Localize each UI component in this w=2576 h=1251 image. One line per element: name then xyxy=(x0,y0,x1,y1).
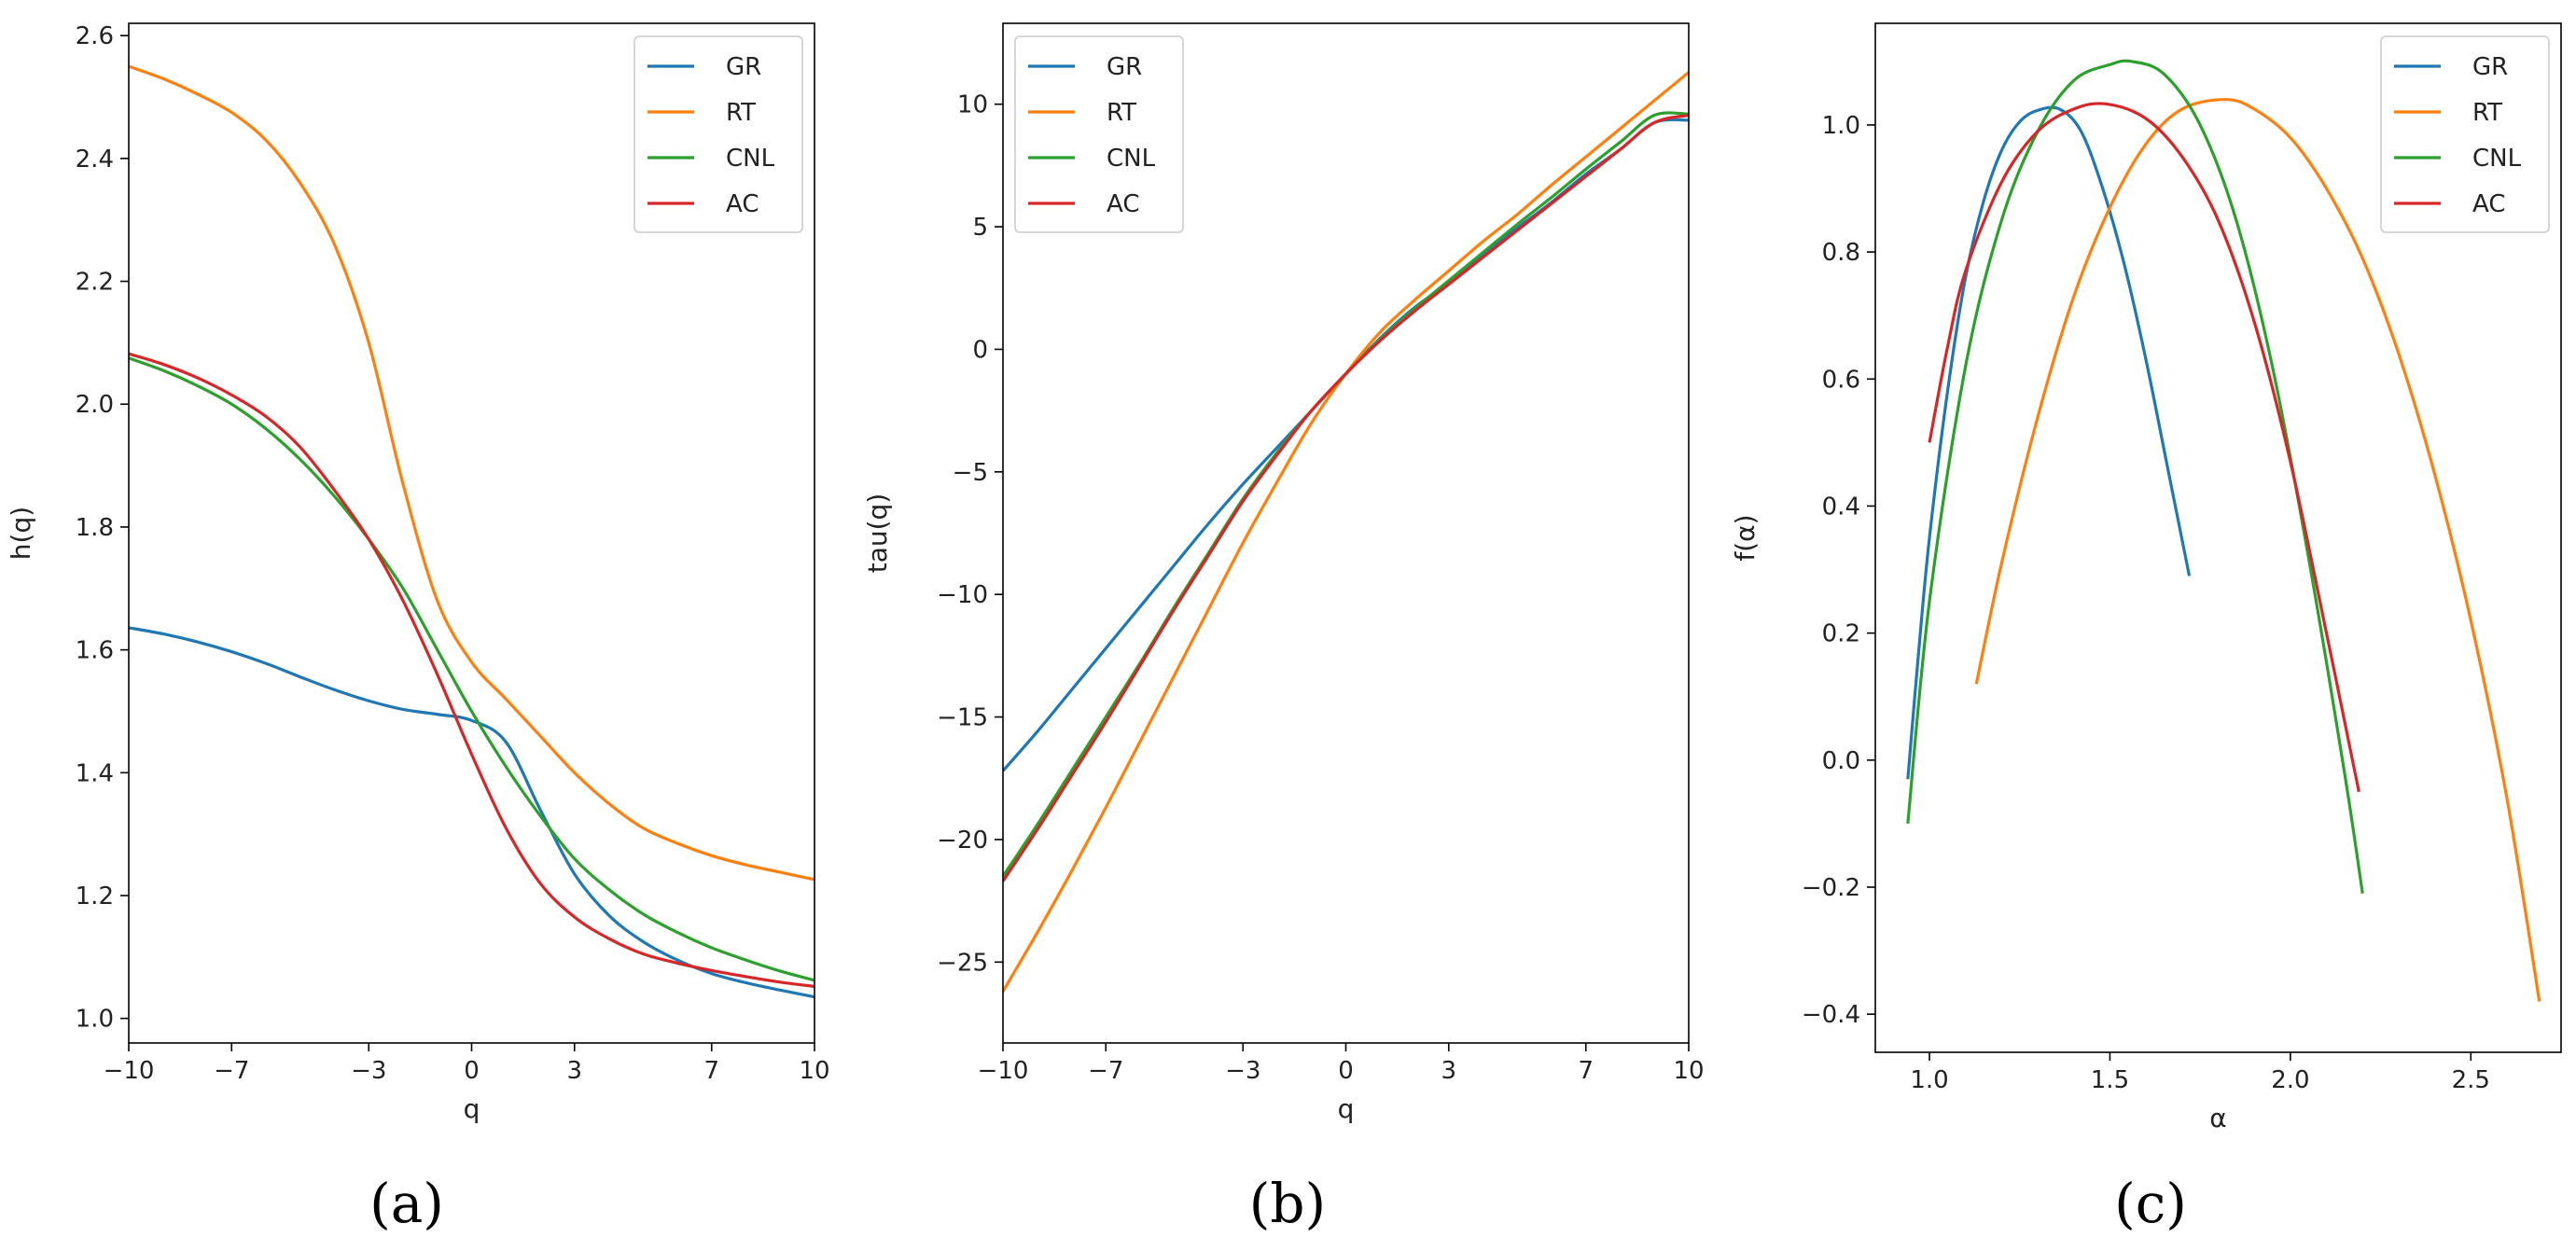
legend-label-gr: GR xyxy=(1107,53,1142,81)
y-tick-label: 0 xyxy=(972,336,988,364)
x-axis-label: q xyxy=(464,1093,480,1124)
panel-label: (a) xyxy=(369,1172,444,1235)
legend-label-rt: RT xyxy=(2472,99,2502,127)
series-line-rt xyxy=(1974,98,2541,1002)
panel-label: (b) xyxy=(1249,1172,1326,1235)
x-tick-label: 1.0 xyxy=(1910,1066,1948,1094)
legend-label-ac: AC xyxy=(726,190,759,218)
legend: GR RT CNL AC xyxy=(2380,35,2550,233)
legend-box xyxy=(634,35,803,233)
y-tick-label: 2.4 xyxy=(76,146,114,174)
x-axis-label: q xyxy=(1338,1093,1355,1124)
series-line-rt xyxy=(129,64,815,882)
x-tick-label: 2.0 xyxy=(2271,1066,2309,1094)
legend-label-gr: GR xyxy=(726,53,761,81)
x-tick-label: 3 xyxy=(1441,1057,1456,1085)
legend: GR RT CNL AC xyxy=(1014,35,1184,233)
x-tick-label: −3 xyxy=(351,1057,386,1085)
series-line-ac xyxy=(1003,113,1689,883)
y-tick-label: 2.0 xyxy=(76,391,114,419)
series-line-cnl xyxy=(1906,59,2364,895)
x-tick-label: 2.5 xyxy=(2452,1066,2490,1094)
legend-label-gr: GR xyxy=(2472,53,2508,81)
panel-label: (c) xyxy=(2114,1172,2187,1235)
x-axis-label: α xyxy=(2209,1103,2226,1133)
x-tick-label: 3 xyxy=(566,1057,582,1085)
series-line-rt xyxy=(1003,71,1689,993)
y-tick-label: 0.0 xyxy=(1822,747,1860,775)
axes-frame xyxy=(1874,22,2562,1053)
y-tick-label: 1.6 xyxy=(76,637,114,665)
y-axis-label: tau(q) xyxy=(862,493,893,574)
y-tick-label: 1.8 xyxy=(76,514,114,542)
x-tick-label: 7 xyxy=(1578,1057,1594,1085)
x-tick-label: 0 xyxy=(464,1057,480,1085)
chart-panel-1: −10 −7 −3 0 3 7 10 1.0 1.2 1.4 1.6 1.8 2.0 2.2 2.4 2.6 q… xyxy=(6,22,830,1235)
series-line-gr xyxy=(129,626,815,999)
y-tick-label: −0.2 xyxy=(1802,874,1860,902)
y-tick-label: 0.6 xyxy=(1822,366,1860,394)
y-tick-label: −15 xyxy=(937,704,988,732)
y-tick-label: 0.2 xyxy=(1822,620,1860,648)
y-tick-label: −0.4 xyxy=(1802,1001,1860,1029)
y-tick-label: −10 xyxy=(937,581,988,609)
x-tick-label: 1.5 xyxy=(2091,1066,2129,1094)
series-line-gr xyxy=(1906,105,2192,780)
y-axis-label: f(α) xyxy=(1730,514,1761,561)
y-axis-label: h(q) xyxy=(6,507,36,560)
x-tick-label: −10 xyxy=(104,1057,155,1085)
y-tick-label: 1.0 xyxy=(76,1006,114,1034)
y-tick-label: −25 xyxy=(937,949,988,977)
x-tick-label: −7 xyxy=(1088,1057,1123,1085)
y-tick-label: 2.2 xyxy=(76,269,114,297)
y-tick-label: 1.2 xyxy=(76,883,114,910)
series-line-ac xyxy=(1928,102,2360,793)
legend-box xyxy=(1014,35,1184,233)
legend-label-ac: AC xyxy=(1107,190,1139,218)
legend-label-rt: RT xyxy=(726,99,756,127)
y-tick-label: 1.4 xyxy=(76,759,114,787)
y-tick-label: −20 xyxy=(937,827,988,855)
x-tick-label: 10 xyxy=(799,1057,829,1085)
y-tick-label: 1.0 xyxy=(1822,112,1860,140)
legend-label-rt: RT xyxy=(1107,99,1136,127)
y-tick-label: 0.4 xyxy=(1822,493,1860,521)
y-tick-label: −5 xyxy=(953,459,988,487)
chart-panel-2: −10 −7 −3 0 3 7 10 −25 −20 −15 −10 −5 0 5 10 q tau(q) GR R… xyxy=(862,22,1705,1235)
x-tick-label: 10 xyxy=(1673,1057,1704,1085)
legend-box xyxy=(2380,35,2550,233)
legend-label-cnl: CNL xyxy=(726,145,775,173)
series-line-cnl xyxy=(129,356,815,982)
y-tick-label: 0.8 xyxy=(1822,239,1860,267)
x-tick-label: 0 xyxy=(1338,1057,1354,1085)
x-tick-label: −7 xyxy=(214,1057,249,1085)
chart-panel-3: 1.0 1.5 2.0 2.5 −0.4 −0.2 0.0 0.2 0.4 0.6 0.8 1.0 α f… xyxy=(1730,22,2562,1235)
legend-label-ac: AC xyxy=(2472,190,2505,218)
legend-label-cnl: CNL xyxy=(2472,145,2522,173)
x-tick-label: 7 xyxy=(703,1057,719,1085)
legend: GR RT CNL AC xyxy=(634,35,803,233)
legend-label-cnl: CNL xyxy=(1107,145,1156,173)
y-tick-label: 10 xyxy=(957,91,988,119)
x-tick-label: −3 xyxy=(1225,1057,1260,1085)
series-line-ac xyxy=(129,352,815,989)
y-tick-label: 2.6 xyxy=(76,22,114,50)
x-tick-label: −10 xyxy=(978,1057,1029,1085)
y-tick-label: 5 xyxy=(972,214,988,242)
